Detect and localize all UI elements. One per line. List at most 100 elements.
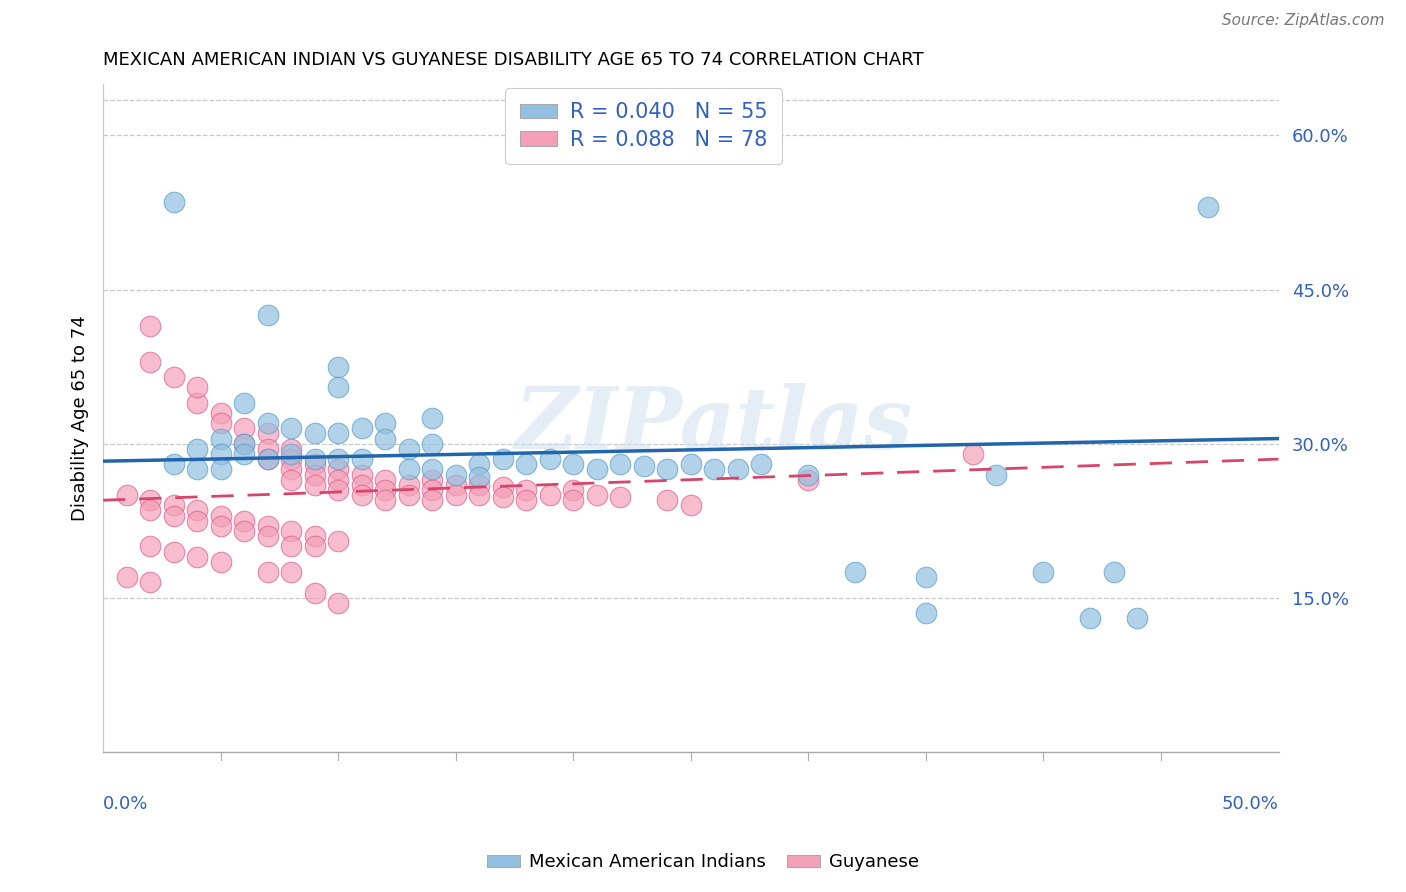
Point xyxy=(1197,201,1219,215)
Point xyxy=(163,370,186,384)
Point xyxy=(492,490,515,504)
Point xyxy=(328,380,350,394)
Point xyxy=(398,477,420,491)
Point xyxy=(304,477,326,491)
Point xyxy=(209,432,232,446)
Point xyxy=(209,519,232,533)
Point xyxy=(139,318,162,333)
Point xyxy=(209,406,232,420)
Point xyxy=(350,488,373,502)
Point xyxy=(468,477,491,491)
Point xyxy=(538,488,561,502)
Point xyxy=(139,503,162,517)
Point xyxy=(233,524,256,538)
Point xyxy=(585,462,607,476)
Point xyxy=(304,426,326,441)
Point xyxy=(986,467,1008,482)
Point xyxy=(139,354,162,368)
Point xyxy=(186,549,208,564)
Point xyxy=(398,488,420,502)
Point xyxy=(304,467,326,482)
Point xyxy=(163,544,186,558)
Point xyxy=(1032,565,1054,579)
Point xyxy=(328,534,350,549)
Point xyxy=(328,596,350,610)
Point xyxy=(420,411,443,425)
Point xyxy=(186,462,208,476)
Point xyxy=(374,432,396,446)
Point xyxy=(328,483,350,497)
Point xyxy=(420,462,443,476)
Point xyxy=(562,483,585,497)
Text: ZIPatlas: ZIPatlas xyxy=(515,383,914,467)
Point xyxy=(1080,611,1102,625)
Text: 50.0%: 50.0% xyxy=(1222,796,1278,814)
Point xyxy=(398,462,420,476)
Point xyxy=(256,565,278,579)
Legend: Mexican American Indians, Guyanese: Mexican American Indians, Guyanese xyxy=(479,847,927,879)
Point xyxy=(492,480,515,494)
Point xyxy=(797,473,820,487)
Point xyxy=(749,457,772,471)
Point xyxy=(538,452,561,467)
Point xyxy=(562,493,585,508)
Text: 0.0%: 0.0% xyxy=(103,796,149,814)
Point xyxy=(280,524,302,538)
Point xyxy=(280,565,302,579)
Point xyxy=(468,488,491,502)
Point xyxy=(209,508,232,523)
Text: Source: ZipAtlas.com: Source: ZipAtlas.com xyxy=(1222,13,1385,29)
Point xyxy=(398,442,420,456)
Point xyxy=(280,421,302,435)
Point xyxy=(186,395,208,409)
Point xyxy=(209,447,232,461)
Point xyxy=(256,416,278,430)
Point xyxy=(304,457,326,471)
Point xyxy=(280,452,302,467)
Point xyxy=(280,447,302,461)
Point xyxy=(328,359,350,374)
Point xyxy=(633,459,655,474)
Point xyxy=(1102,565,1125,579)
Point xyxy=(468,469,491,483)
Point xyxy=(609,457,631,471)
Point xyxy=(328,426,350,441)
Point xyxy=(515,483,537,497)
Point xyxy=(280,540,302,554)
Point xyxy=(679,457,702,471)
Point xyxy=(679,499,702,513)
Point xyxy=(233,514,256,528)
Point xyxy=(186,503,208,517)
Point xyxy=(444,477,467,491)
Point xyxy=(844,565,866,579)
Point xyxy=(703,462,725,476)
Legend: R = 0.040   N = 55, R = 0.088   N = 78: R = 0.040 N = 55, R = 0.088 N = 78 xyxy=(505,88,782,164)
Point xyxy=(350,467,373,482)
Point xyxy=(468,457,491,471)
Point xyxy=(233,436,256,450)
Point xyxy=(256,529,278,543)
Point xyxy=(420,436,443,450)
Point xyxy=(256,308,278,322)
Point xyxy=(233,421,256,435)
Point xyxy=(280,462,302,476)
Point xyxy=(328,473,350,487)
Point xyxy=(915,570,938,584)
Point xyxy=(233,395,256,409)
Point xyxy=(962,447,984,461)
Point xyxy=(350,477,373,491)
Point xyxy=(209,555,232,569)
Point xyxy=(209,462,232,476)
Point xyxy=(256,452,278,467)
Y-axis label: Disability Age 65 to 74: Disability Age 65 to 74 xyxy=(72,315,89,521)
Point xyxy=(233,447,256,461)
Point xyxy=(163,195,186,210)
Point xyxy=(256,426,278,441)
Point xyxy=(797,467,820,482)
Point xyxy=(304,452,326,467)
Point xyxy=(256,519,278,533)
Point xyxy=(139,493,162,508)
Point xyxy=(280,442,302,456)
Text: MEXICAN AMERICAN INDIAN VS GUYANESE DISABILITY AGE 65 TO 74 CORRELATION CHART: MEXICAN AMERICAN INDIAN VS GUYANESE DISA… xyxy=(103,51,924,69)
Point xyxy=(256,442,278,456)
